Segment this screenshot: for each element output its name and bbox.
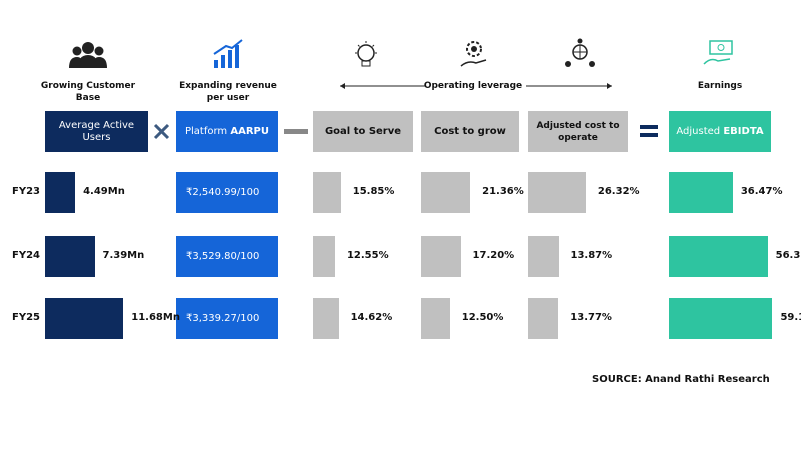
bulb-icon	[355, 41, 377, 67]
bar	[45, 298, 124, 339]
year-label: FY23	[12, 186, 40, 197]
label-earnings: Earnings	[697, 81, 743, 91]
aarpu-box: ₹3,529.80/100	[176, 236, 278, 277]
growth-icon	[213, 39, 243, 68]
value-label: 17.20%	[472, 250, 515, 261]
value-label: 7.39Mn	[102, 250, 145, 261]
bar	[313, 236, 335, 277]
year-label: FY25	[12, 312, 40, 323]
ebitda-bold: EBIDTA	[723, 125, 764, 137]
value-label: 15.85%	[352, 186, 395, 197]
bar	[45, 236, 95, 277]
leverage-arrow	[340, 83, 612, 89]
equals-sign	[640, 125, 658, 137]
value-label: 36.47%	[740, 186, 783, 197]
bar	[313, 172, 341, 213]
value-label: 14.62%	[350, 312, 393, 323]
bar	[313, 298, 339, 339]
year-label: FY24	[12, 250, 40, 261]
bar	[669, 236, 768, 277]
value-label: 12.55%	[346, 250, 389, 261]
bar	[528, 298, 559, 339]
gear-hand-icon	[460, 41, 487, 67]
aarpu-bold: AARPU	[230, 125, 269, 137]
label-revenue: Expanding revenue per user	[179, 81, 277, 103]
label-leverage: Operating leverage	[423, 81, 523, 91]
source: SOURCE: Anand Rathi Research	[592, 374, 770, 385]
value-label: 12.50%	[461, 312, 504, 323]
money-icon	[703, 40, 733, 65]
aarpu-prefix: Platform	[184, 125, 228, 137]
bar	[528, 172, 586, 213]
box-ebitda: Adjusted EBIDTA	[669, 111, 771, 152]
minus-sign	[284, 129, 308, 134]
bar	[421, 236, 461, 277]
ebitda-prefix: Adjusted	[676, 125, 721, 137]
label-customer: Growing Customer Base	[40, 81, 136, 103]
value-label: 11.68Mn	[131, 312, 180, 323]
box-cost: Cost to grow	[421, 111, 519, 152]
box-goal: Goal to Serve	[313, 111, 413, 152]
box-users: Average Active Users	[45, 111, 148, 152]
value-label: 59.11%	[780, 312, 801, 323]
box-aarpu: Platform AARPU	[176, 111, 278, 152]
value-label: 13.77%	[570, 312, 612, 323]
bar	[421, 172, 471, 213]
aarpu-box: ₹3,339.27/100	[176, 298, 278, 339]
times-sign	[153, 123, 170, 140]
value-label: 13.87%	[570, 250, 613, 261]
value-label: 21.36%	[482, 186, 524, 197]
network-icon	[565, 38, 595, 67]
box-adjusted: Adjusted cost to operate	[528, 111, 628, 152]
bar	[528, 236, 559, 277]
value-label: 56.37%	[775, 250, 801, 261]
bar	[421, 298, 450, 339]
aarpu-box: ₹2,540.99/100	[176, 172, 278, 213]
people-icon	[69, 42, 107, 68]
value-label: 26.32%	[597, 186, 640, 197]
value-label: 4.49Mn	[83, 186, 125, 197]
bar	[669, 172, 733, 213]
bar	[45, 172, 76, 213]
bar	[669, 298, 773, 339]
